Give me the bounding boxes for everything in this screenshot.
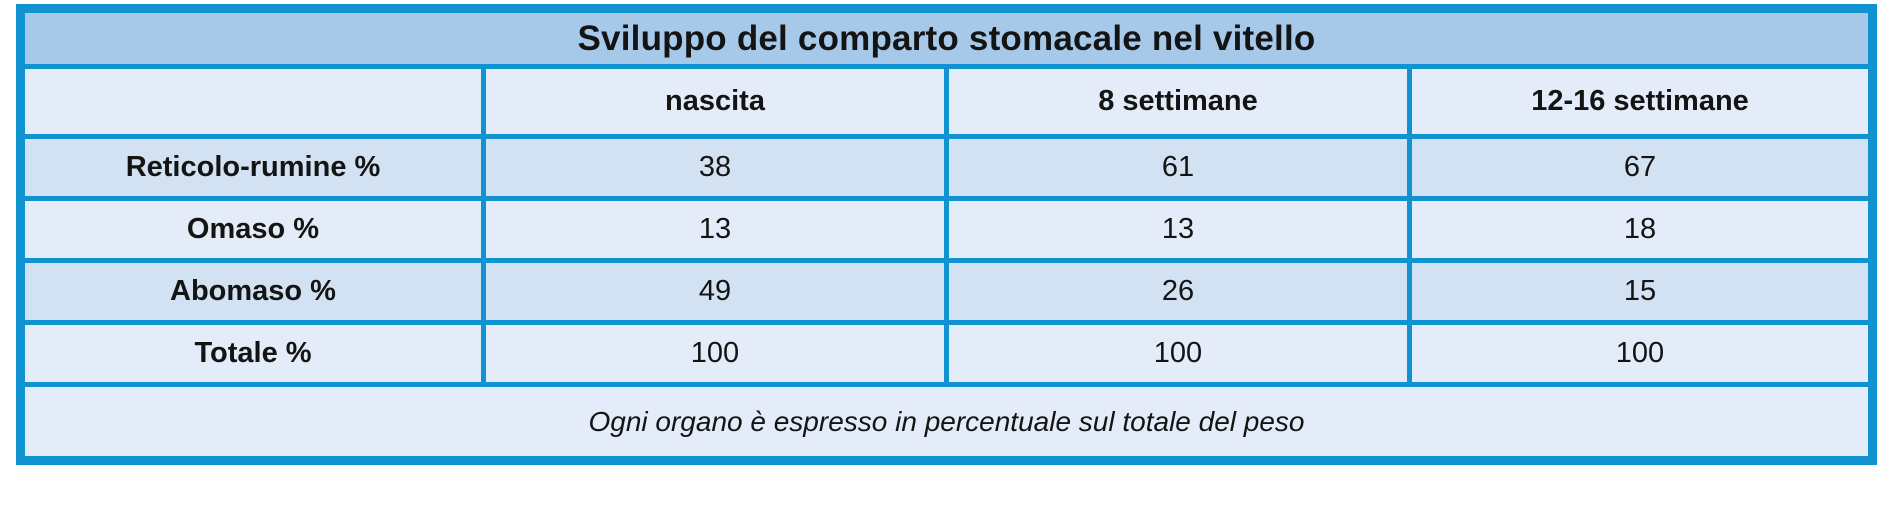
cell-value: 67 bbox=[1407, 134, 1875, 201]
cell-value: 100 bbox=[1407, 320, 1875, 387]
table-row-totale: Totale % 100 100 100 bbox=[18, 320, 1875, 387]
cell-value: 13 bbox=[944, 196, 1412, 263]
corner-cell bbox=[18, 64, 486, 139]
cell-value: 18 bbox=[1407, 196, 1875, 263]
cell-value: 100 bbox=[481, 320, 949, 387]
table-title: Sviluppo del comparto stomacale nel vite… bbox=[18, 6, 1875, 69]
column-header-nascita: nascita bbox=[481, 64, 949, 139]
cell-value: 61 bbox=[944, 134, 1412, 201]
column-header-8-settimane: 8 settimane bbox=[944, 64, 1412, 139]
row-label-totale: Totale % bbox=[18, 320, 486, 387]
cell-value: 13 bbox=[481, 196, 949, 263]
column-header-12-16-settimane: 12-16 settimane bbox=[1407, 64, 1875, 139]
cell-value: 15 bbox=[1407, 258, 1875, 325]
table-row-abomaso: Abomaso % 49 26 15 bbox=[18, 258, 1875, 325]
cell-value: 49 bbox=[481, 258, 949, 325]
table-row-reticolo-rumine: Reticolo-rumine % 38 61 67 bbox=[18, 134, 1875, 201]
table-footnote: Ogni organo è espresso in percentuale su… bbox=[18, 382, 1875, 463]
footnote-row: Ogni organo è espresso in percentuale su… bbox=[18, 382, 1875, 463]
table-row-omaso: Omaso % 13 13 18 bbox=[18, 196, 1875, 263]
cell-value: 26 bbox=[944, 258, 1412, 325]
title-row: Sviluppo del comparto stomacale nel vite… bbox=[18, 6, 1875, 69]
row-label-reticolo-rumine: Reticolo-rumine % bbox=[18, 134, 486, 201]
column-header-row: nascita 8 settimane 12-16 settimane bbox=[18, 64, 1875, 139]
cell-value: 100 bbox=[944, 320, 1412, 387]
cell-value: 38 bbox=[481, 134, 949, 201]
row-label-omaso: Omaso % bbox=[18, 196, 486, 263]
row-label-abomaso: Abomaso % bbox=[18, 258, 486, 325]
stomach-development-table: Sviluppo del comparto stomacale nel vite… bbox=[16, 4, 1877, 465]
